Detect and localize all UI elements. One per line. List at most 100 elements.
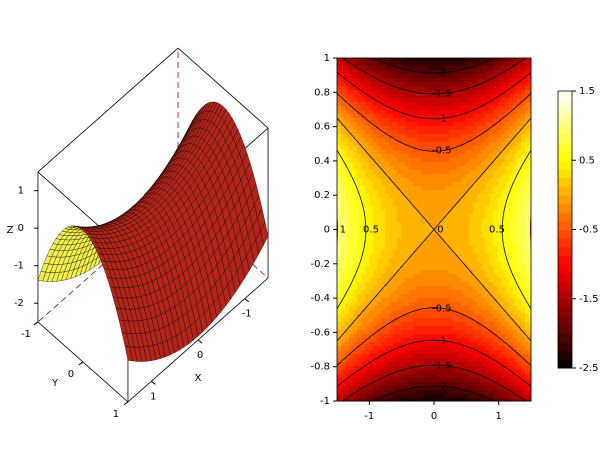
heat-cell: [361, 306, 366, 311]
heat-cell: [385, 58, 390, 63]
heat-cell: [489, 346, 494, 351]
heat-cell: [525, 82, 530, 87]
heat-cell: [353, 358, 358, 363]
heat-cell: [337, 62, 342, 67]
heat-cell: [369, 270, 374, 275]
heat-cell: [369, 102, 374, 107]
heat-cell: [465, 214, 470, 219]
heat-cell: [473, 342, 478, 347]
heat-cell: [373, 270, 378, 275]
heat-cell: [409, 346, 414, 351]
heat-cell: [409, 338, 414, 343]
heat-cell: [517, 258, 522, 263]
heat-cell: [425, 386, 430, 391]
heat-cell: [489, 382, 494, 387]
heat-cell: [449, 138, 454, 143]
heat-cell: [509, 198, 514, 203]
heat-cell: [373, 102, 378, 107]
heat-cell: [413, 158, 418, 163]
heat-cell: [373, 118, 378, 123]
heat-cell: [489, 94, 494, 99]
heat-cell: [401, 338, 406, 343]
heat-cell: [465, 130, 470, 135]
heat-cell: [465, 126, 470, 131]
heat-cell: [453, 370, 458, 375]
heat-cell: [497, 290, 502, 295]
heat-cell: [397, 230, 402, 235]
heat-cell: [353, 306, 358, 311]
heat-cell: [381, 310, 386, 315]
heat-cell: [469, 106, 474, 111]
heat-cell: [517, 198, 522, 203]
heat-cell: [401, 326, 406, 331]
heat-cell: [441, 378, 446, 383]
heat-cell: [461, 110, 466, 115]
heat-cell: [373, 182, 378, 187]
heat-cell: [357, 230, 362, 235]
heat-cell: [489, 106, 494, 111]
heat-cell: [345, 86, 350, 91]
heat-cell: [453, 158, 458, 163]
heat-cell: [389, 350, 394, 355]
heat-cell: [473, 298, 478, 303]
heat-cell: [369, 82, 374, 87]
heat-cell: [481, 350, 486, 355]
heat-cell: [501, 338, 506, 343]
heat-cell: [445, 186, 450, 191]
heat-cell: [405, 174, 410, 179]
heat-cell: [453, 82, 458, 87]
heat-cell: [417, 58, 422, 63]
heat-cell: [457, 174, 462, 179]
heat-cell: [373, 218, 378, 223]
heat-cell: [521, 182, 526, 187]
heat-cell: [509, 170, 514, 175]
heat-cell: [477, 310, 482, 315]
heat-cell: [381, 390, 386, 395]
heat-cell: [513, 138, 518, 143]
heat-cell: [409, 118, 414, 123]
heat-cell: [417, 282, 422, 287]
heat-cell: [365, 278, 370, 283]
heat-cell: [401, 282, 406, 287]
heat-cell: [357, 370, 362, 375]
heat-cell: [497, 222, 502, 227]
heat-cell: [493, 146, 498, 151]
heat-cell: [349, 226, 354, 231]
heat-cell: [357, 394, 362, 399]
heat-cell: [409, 342, 414, 347]
heat-cell: [481, 390, 486, 395]
heat-cell: [489, 278, 494, 283]
heat-cell: [381, 290, 386, 295]
heat-cell: [437, 230, 442, 235]
heat-cell: [425, 258, 430, 263]
heat-cell: [425, 290, 430, 295]
heat-cell: [469, 242, 474, 247]
heat-cell: [445, 290, 450, 295]
heat-cell: [373, 70, 378, 75]
heat-cell: [381, 330, 386, 335]
heat-cell: [497, 262, 502, 267]
heat-cell: [513, 350, 518, 355]
heat-cell: [381, 258, 386, 263]
heat-cell: [465, 158, 470, 163]
heat-cell: [469, 278, 474, 283]
heat-cell: [477, 182, 482, 187]
heat-cell: [421, 158, 426, 163]
heat-cell: [473, 286, 478, 291]
heat-cell: [361, 194, 366, 199]
heat-cell: [385, 126, 390, 131]
heat-cell: [437, 394, 442, 399]
heat-cell: [377, 334, 382, 339]
heat-cell: [413, 170, 418, 175]
heat-cell: [369, 350, 374, 355]
heat-cell: [505, 294, 510, 299]
heat-cell: [409, 198, 414, 203]
heat-cell: [485, 318, 490, 323]
heat-cell: [453, 150, 458, 155]
heat-cell: [349, 198, 354, 203]
heat-cell: [421, 186, 426, 191]
heat-cell: [493, 318, 498, 323]
heat-cell: [361, 390, 366, 395]
heat-cell: [497, 334, 502, 339]
heat-cell: [441, 286, 446, 291]
